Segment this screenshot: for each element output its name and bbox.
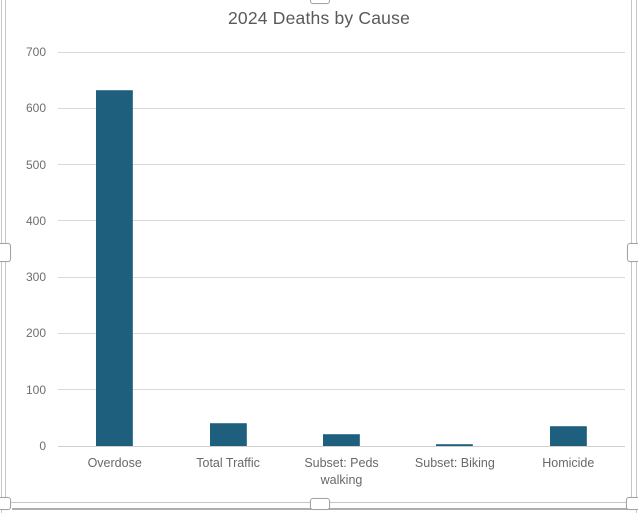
y-gridline (58, 164, 625, 166)
bar-subset-peds-walking[interactable] (323, 433, 360, 446)
y-axis-tick-label: 700 (25, 45, 46, 59)
y-axis-tick-label: 500 (25, 157, 46, 172)
y-gridline (58, 445, 625, 447)
y-gridline (58, 276, 625, 278)
y-gridline (58, 389, 625, 391)
x-axis-category-label: Homicide (542, 456, 595, 470)
resize-handle-middle-left[interactable] (0, 243, 11, 262)
y-axis-tick-label: 400 (25, 213, 46, 228)
resize-handle-bottom-right[interactable] (626, 497, 638, 510)
y-axis-tick-label: 600 (25, 101, 46, 116)
y-gridline (58, 220, 625, 222)
x-axis-category-label: Subset: Biking (414, 456, 495, 470)
y-gridline (58, 107, 625, 109)
x-axis-category-label: Overdose (87, 456, 142, 470)
y-gridline (58, 51, 625, 53)
y-gridline (58, 332, 625, 334)
bar-overdose[interactable] (96, 90, 134, 446)
chart-title[interactable]: 2024 Deaths by Cause (227, 8, 411, 28)
x-axis-category-label: Subset: Peds walking (304, 456, 379, 487)
bar-subset-biking[interactable] (436, 444, 474, 446)
y-axis-tick-label: 100 (25, 382, 46, 397)
bar-homicide[interactable] (549, 426, 587, 446)
resize-handle-bottom-left[interactable] (0, 497, 11, 510)
bar-total-traffic[interactable] (209, 423, 247, 446)
x-axis-category-label: Total Traffic (196, 456, 260, 470)
y-axis-tick-label: 0 (39, 439, 46, 453)
y-axis-tick-label: 300 (25, 270, 46, 285)
resize-handle-middle-right[interactable] (627, 243, 638, 262)
resize-handle-bottom-center[interactable] (310, 498, 330, 510)
resize-handle-top-center[interactable] (310, 0, 330, 4)
y-axis-tick-label: 200 (25, 326, 46, 341)
